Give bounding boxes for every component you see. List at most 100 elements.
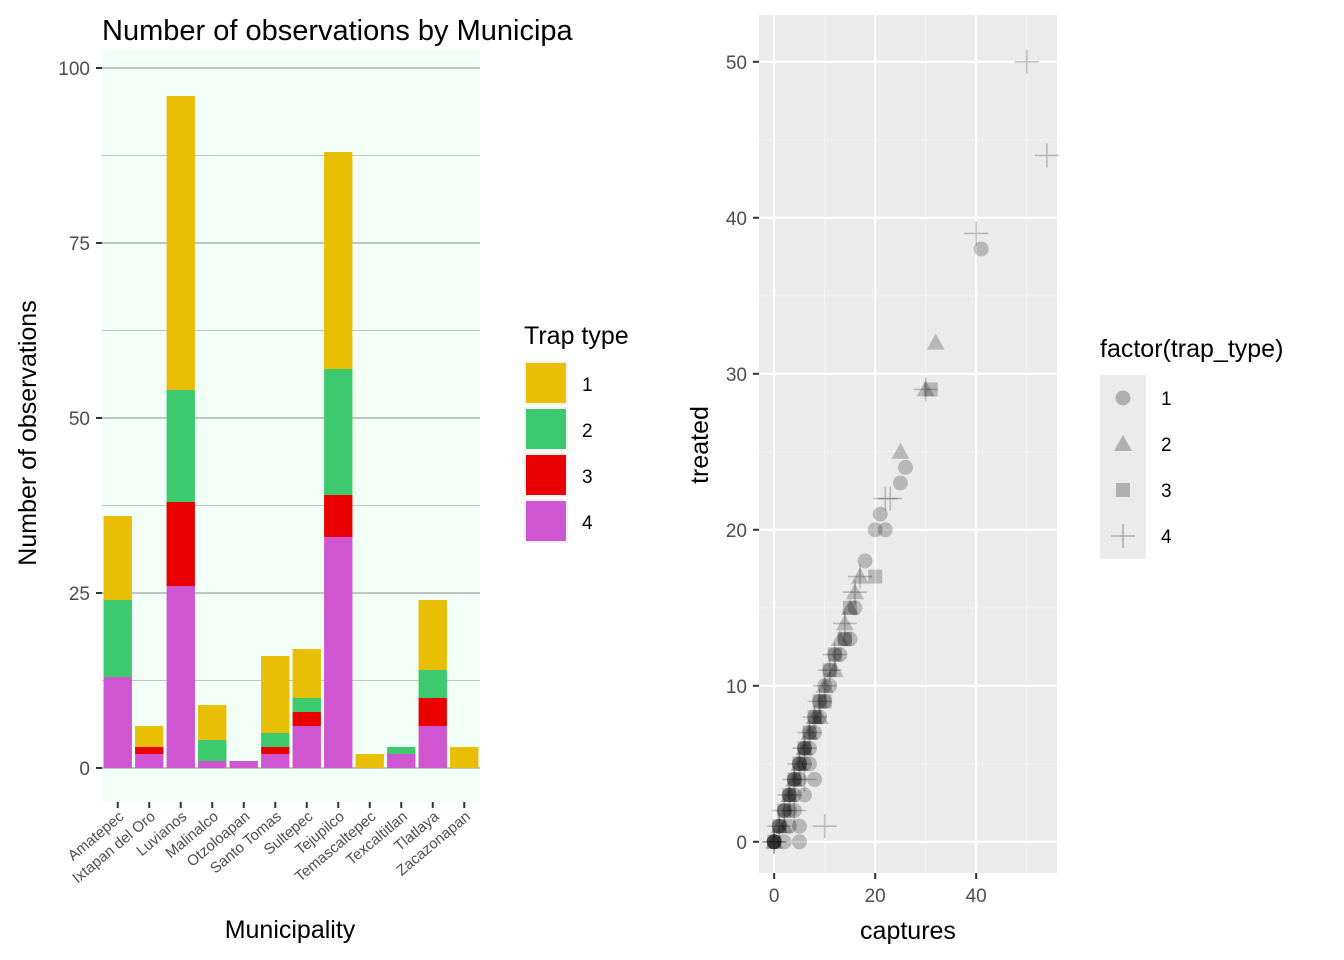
bar-segment — [418, 726, 447, 768]
x-axis-label: Municipality — [225, 916, 356, 944]
scatter-point — [797, 741, 812, 756]
bar-segment — [103, 516, 132, 600]
scatter-point — [781, 787, 797, 803]
scatter-point — [830, 630, 849, 646]
scatter-legend-label: 2 — [1161, 435, 1172, 456]
scatter-point — [835, 614, 854, 631]
bar-segment — [261, 733, 290, 747]
scatter-gridlines — [759, 15, 1057, 873]
legend-key — [526, 501, 566, 541]
scatter-point — [782, 788, 797, 802]
bar-segment — [355, 754, 384, 768]
y-tick-label: 75 — [69, 234, 90, 255]
bar-segment — [292, 712, 321, 726]
scatter-point — [772, 819, 787, 834]
scatter-point — [1014, 49, 1039, 74]
scatter-point — [800, 723, 819, 740]
x-tick-label: 0 — [769, 886, 780, 907]
x-tick-label: 20 — [865, 886, 886, 907]
scatter-point — [913, 377, 938, 402]
scatter-point — [842, 631, 858, 647]
scatter-point — [786, 771, 802, 787]
scatter-point — [973, 241, 989, 257]
scatter-point — [842, 580, 867, 605]
y-tick-label: 100 — [58, 59, 90, 80]
y-tick-label: 10 — [726, 677, 747, 698]
scatter-point — [802, 740, 818, 756]
scatter-point — [878, 486, 903, 511]
y-axis-label: Number of observations — [14, 300, 42, 565]
scatter-point — [790, 754, 809, 771]
bar-segment — [103, 600, 132, 677]
scatter-point — [791, 756, 807, 772]
scatter-point — [822, 662, 838, 678]
scatter-point — [766, 834, 782, 850]
legend-label: 2 — [582, 421, 593, 442]
scatter-legend-key — [1115, 390, 1131, 406]
scatter-point — [782, 798, 807, 823]
scatter-point — [792, 767, 817, 792]
scatter-point — [791, 756, 807, 772]
scatter-point — [792, 736, 817, 761]
scatter-point — [791, 834, 807, 850]
scatter-point — [812, 673, 837, 698]
scatter-point — [825, 661, 844, 678]
legend-label: 1 — [582, 375, 593, 396]
scatter-point — [781, 787, 797, 803]
scatter-point — [812, 693, 828, 709]
scatter-point — [786, 803, 802, 819]
scatter-point — [817, 694, 832, 709]
scatter-point — [827, 647, 843, 663]
scatter-legend-keys-background — [1100, 375, 1146, 559]
scatter-point — [791, 818, 807, 834]
bar-segment — [261, 747, 290, 754]
bar-segment — [418, 670, 447, 698]
scatter-point — [812, 694, 827, 709]
bar-segment — [261, 656, 290, 733]
scatter-point — [785, 770, 804, 787]
chart-title: Number of observations by Municipa — [102, 15, 574, 47]
scatter-point — [807, 710, 822, 724]
scatter-point — [807, 689, 832, 714]
bar-gridlines — [102, 67, 480, 769]
bar-segment — [166, 96, 195, 390]
scatter-legend-label: 4 — [1161, 527, 1172, 548]
scatter-point — [795, 739, 814, 756]
scatter-point — [877, 522, 893, 538]
scatter-point — [840, 598, 859, 615]
bar-segment — [198, 740, 227, 761]
scatter-y-axis: 0 10 20 30 40 50 — [726, 53, 759, 854]
scatter-point — [805, 708, 824, 724]
scatter-point — [851, 567, 870, 584]
bar-segment — [324, 537, 353, 768]
scatter-point — [926, 333, 945, 350]
bar-legend: Trap type 1 2 3 4 — [524, 322, 629, 543]
legend-key — [526, 363, 566, 403]
bar-segment — [166, 502, 195, 586]
scatter-point — [776, 834, 792, 850]
scatter-point — [857, 553, 873, 569]
bar-segment — [324, 152, 353, 369]
scatter-point — [923, 382, 938, 397]
scatter-point — [776, 803, 792, 819]
scatter-point — [766, 834, 782, 850]
y-tick-label: 50 — [69, 409, 90, 430]
y-tick-label: 0 — [736, 833, 747, 854]
scatter-point — [787, 751, 812, 776]
scatter-point — [770, 817, 789, 834]
scatter-point — [842, 600, 857, 615]
scatter-legend-label: 3 — [1161, 481, 1172, 502]
scatter-point — [873, 486, 898, 511]
scatter-point — [817, 658, 842, 683]
scatter-point — [810, 708, 829, 724]
scatter-point — [867, 522, 883, 538]
scatter-point — [797, 720, 822, 745]
scatter-panel — [759, 15, 1057, 873]
scatter-point — [817, 678, 833, 694]
scatter-point — [771, 818, 787, 834]
bar-segment — [292, 726, 321, 768]
scatter-legend-key — [1111, 524, 1135, 548]
scatter-point — [777, 803, 792, 818]
bar-segment — [103, 677, 132, 768]
